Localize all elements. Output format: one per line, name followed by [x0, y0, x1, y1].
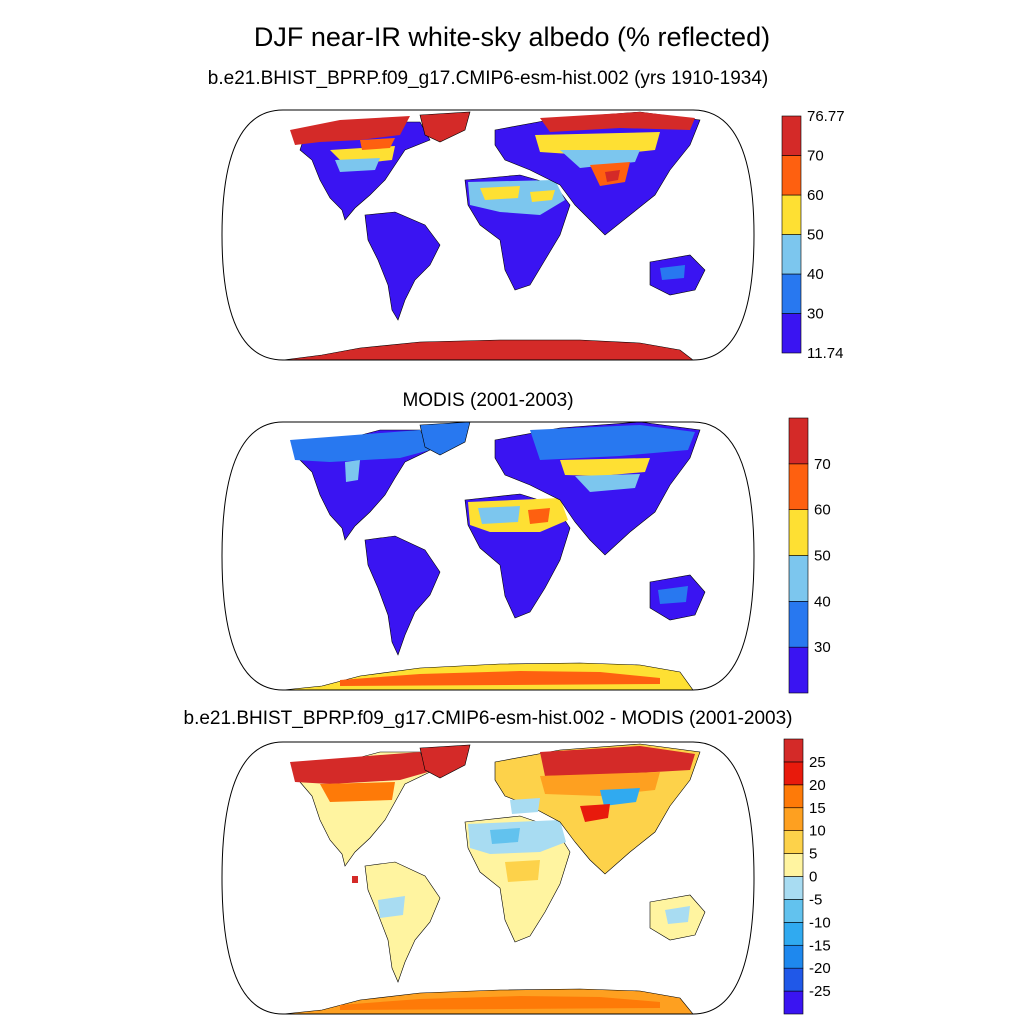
- colorbar-tick-label: 30: [807, 306, 824, 323]
- colorbar-panel-2: 70 60 50 40 30: [788, 417, 831, 694]
- south-america-landmass: [364, 211, 441, 321]
- map-panel-1: [221, 109, 755, 361]
- colorbar-swatch: [783, 944, 804, 969]
- colorbar-tick-label: 50: [814, 548, 831, 565]
- colorbar-swatch: [781, 273, 802, 314]
- colorbar-swatch: [781, 234, 802, 275]
- colorbar-swatch: [783, 990, 804, 1015]
- colorbar-tick-label: 5: [809, 846, 817, 863]
- colorbar-tick-label: -10: [809, 914, 831, 931]
- colorbar-swatch: [788, 601, 809, 648]
- colorbar-tick-label: 0: [809, 869, 817, 886]
- colorbar-swatch: [783, 738, 804, 763]
- colorbar-tick-label: 15: [809, 800, 826, 817]
- colorbar-swatch: [781, 115, 802, 156]
- south-america-landmass: [364, 861, 441, 983]
- panel-2-subtitle: MODIS (2001-2003): [402, 390, 574, 411]
- colorbar-tick-label: 10: [809, 823, 826, 840]
- colorbar-tick-label: 30: [814, 639, 831, 656]
- colorbar-swatch: [781, 155, 802, 196]
- colorbar-tick-label: 25: [809, 754, 826, 771]
- south-america-landmass: [364, 535, 441, 656]
- colorbar-swatch: [783, 761, 804, 786]
- colorbar-tick-label: -25: [809, 983, 831, 1000]
- colorbar-tick-label: 11.74: [807, 345, 843, 362]
- panel-3-subtitle: b.e21.BHIST_BPRP.f09_g17.CMIP6-esm-hist.…: [183, 708, 793, 729]
- colorbar-swatch: [783, 807, 804, 831]
- map-1-outline: [221, 109, 755, 361]
- colorbar-tick-label: 50: [807, 227, 824, 244]
- map-panel-2: [221, 421, 755, 691]
- colorbar-swatch: [788, 463, 809, 510]
- colorbar-tick-label: 70: [807, 148, 824, 165]
- colorbar-swatch: [781, 313, 802, 354]
- colorbar-tick-label: -15: [809, 937, 831, 954]
- greenland-landmass: [419, 111, 471, 143]
- antarctica-landmass: [282, 339, 694, 360]
- colorbar-swatch: [788, 646, 809, 694]
- colorbar-swatch: [783, 830, 804, 854]
- colorbar-tick-label: 70: [814, 456, 831, 473]
- colorbar-swatch: [781, 194, 802, 235]
- colorbar-swatch: [783, 784, 804, 809]
- colorbar-swatch: [783, 876, 804, 900]
- colorbar-tick-label: -5: [809, 891, 822, 908]
- colorbar-tick-label: 40: [807, 266, 824, 283]
- colorbar-tick-label: -20: [809, 960, 831, 977]
- colorbar-swatch: [788, 417, 809, 465]
- colorbar-tick-label: 20: [809, 777, 826, 794]
- island-anomaly-marker: [352, 876, 358, 883]
- colorbar-panel-1: 76.77 70 60 50 40 30 11.74: [781, 108, 845, 362]
- colorbar-tick-label: 76.77: [807, 108, 845, 125]
- colorbar-swatch: [788, 555, 809, 602]
- map-panel-3: [221, 741, 755, 1015]
- colorbar-swatch: [783, 922, 804, 946]
- figure-title: DJF near-IR white-sky albedo (% reflecte…: [253, 22, 771, 52]
- colorbar-swatch: [783, 967, 804, 992]
- colorbar-swatch: [783, 899, 804, 923]
- map-2-outline: [221, 421, 755, 691]
- colorbar-tick-label: 60: [814, 502, 831, 519]
- colorbar-panel-3: 25 20 15 10 5 0 -5 -10 -15 -20 -25: [783, 738, 831, 1015]
- colorbar-swatch: [783, 853, 804, 877]
- colorbar-tick-label: 60: [807, 187, 824, 204]
- panel-1-subtitle: b.e21.BHIST_BPRP.f09_g17.CMIP6-esm-hist.…: [207, 68, 769, 89]
- colorbar-tick-label: 40: [814, 593, 831, 610]
- colorbar-swatch: [788, 509, 809, 556]
- map-3-outline: [221, 741, 755, 1015]
